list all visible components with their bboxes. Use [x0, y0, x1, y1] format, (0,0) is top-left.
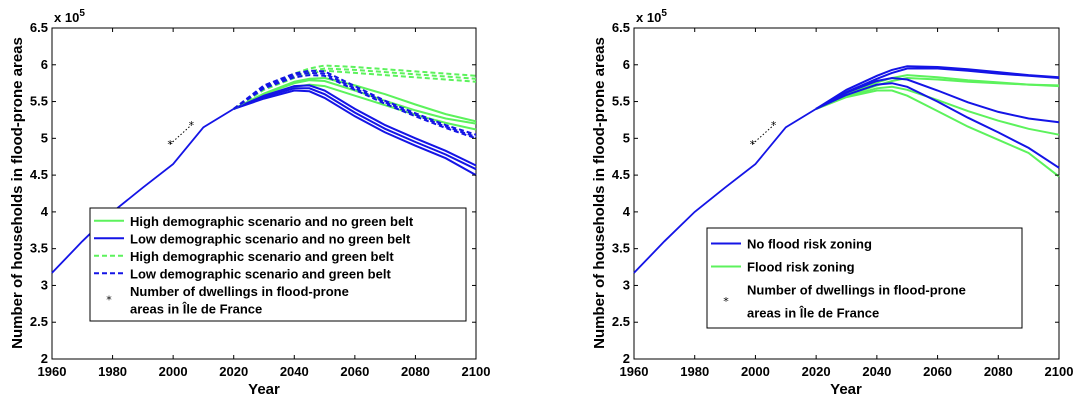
y-tick-label: 4	[41, 204, 49, 219]
legend-marker-star: *	[106, 294, 112, 307]
observed-point: *	[167, 138, 173, 151]
series-line-8	[815, 82, 1060, 169]
series-line-9	[233, 67, 477, 110]
x-tick-label: 2020	[802, 364, 831, 379]
chart-right: ** 1960 1980 2000 2020 2040 2060 2080 210022.53…	[591, 8, 1073, 398]
y-tick-label: 5	[41, 130, 48, 145]
x-tick-label: 1980	[98, 364, 127, 379]
legend-marker-star: *	[723, 295, 729, 308]
legend-label-3: Number of dwellings in flood-prone	[747, 283, 966, 298]
observed-point: *	[750, 138, 756, 151]
x-tick-label: 1960	[620, 364, 649, 379]
series-line-7	[233, 64, 477, 110]
series-group-left: **	[51, 64, 477, 274]
y-tick-label: 6	[41, 57, 48, 72]
legend-left: High demographic scenario and no green b…	[89, 207, 467, 322]
legend-label-1: High demographic scenario and no green b…	[130, 214, 414, 229]
y-multiplier-exp-right: 5	[661, 8, 667, 19]
legend-label-2: Flood risk zoning	[747, 260, 855, 275]
x-tick-label: 2000	[741, 364, 770, 379]
x-tick-label: 2060	[340, 364, 369, 379]
y-multiplier-exp-left: 5	[79, 8, 85, 19]
series-line-4	[815, 89, 1060, 178]
series-line-4	[233, 84, 477, 167]
chart-left: ** 1960 1980 2000 2020 2040 2060 2080 210022.53…	[9, 8, 490, 398]
legend-label-4: Low demographic scenario and green belt	[130, 266, 391, 281]
observed-trend-line	[169, 124, 192, 145]
y-multiplier-right: x 105	[636, 8, 667, 25]
ticks-left: 1960 1980 2000 2020 2040 2060 2080 2100 2 2.5 3 3.5…	[30, 20, 491, 379]
series-line-11	[233, 74, 477, 140]
x-tick-label: 2040	[862, 364, 891, 379]
legend-label-2: Low demographic scenario and no green be…	[130, 231, 411, 246]
x-tick-label: 1960	[38, 364, 67, 379]
x-tick-label: 2080	[984, 364, 1013, 379]
observed-point: *	[771, 119, 777, 132]
x-axis-label-left: Year	[248, 381, 280, 398]
y-axis-label-left: Number of households in flood-prone area…	[9, 37, 26, 349]
y-multiplier-base-right: x 10	[636, 10, 661, 25]
y-multiplier-base-left: x 10	[54, 10, 79, 25]
observed-point: *	[189, 119, 195, 132]
x-axis-label-right: Year	[830, 381, 862, 398]
y-tick-label: 2.5	[612, 314, 630, 329]
series-line-5	[815, 65, 1060, 110]
x-tick-label: 1980	[680, 364, 709, 379]
y-tick-label: 3	[623, 277, 630, 292]
series-line-5	[233, 87, 477, 171]
observed-trend-line	[752, 124, 774, 145]
y-tick-label: 4	[623, 204, 631, 219]
y-tick-label: 2	[623, 351, 630, 366]
legend-label-5: Number of dwellings in flood-prone	[130, 284, 349, 299]
legend-box	[706, 227, 1023, 329]
series-line-6	[815, 67, 1060, 110]
y-tick-label: 6	[623, 57, 630, 72]
legend-label-5: areas in Île de France	[130, 301, 262, 316]
x-tick-label: 2100	[1045, 364, 1074, 379]
x-tick-label: 2040	[280, 364, 309, 379]
y-tick-label: 5.5	[612, 94, 630, 109]
y-tick-label: 5.5	[30, 94, 48, 109]
y-tick-label: 3	[41, 277, 48, 292]
y-tick-label: 3.5	[30, 241, 48, 256]
series-line-8	[233, 69, 477, 110]
y-tick-label: 6.5	[30, 20, 48, 35]
x-tick-label: 2020	[219, 364, 248, 379]
series-group-right: **	[633, 65, 1060, 274]
legend-label-3: High demographic scenario and green belt	[130, 249, 394, 264]
y-tick-label: 6.5	[612, 20, 630, 35]
legend-label-1: No flood risk zoning	[747, 237, 872, 252]
legend-label-3: areas in Île de France	[747, 306, 879, 321]
x-tick-label: 2000	[159, 364, 188, 379]
y-axis-label-right: Number of households in flood-prone area…	[591, 37, 608, 349]
y-tick-label: 2	[41, 351, 48, 366]
y-tick-label: 4.5	[612, 167, 630, 182]
series-line-7	[815, 76, 1060, 124]
ticks-right: 1960 1980 2000 2020 2040 2060 2080 2100 2 2.5 3 3.5…	[612, 20, 1074, 379]
x-tick-label: 2100	[462, 364, 491, 379]
y-tick-label: 2.5	[30, 314, 48, 329]
y-tick-label: 4.5	[30, 167, 48, 182]
x-tick-label: 2080	[401, 364, 430, 379]
legend-right: No flood risk zoning Flood risk zoning * Nu…	[706, 227, 1023, 329]
y-multiplier-left: x 105	[54, 8, 85, 25]
y-tick-label: 5	[623, 130, 630, 145]
series-line-10	[233, 69, 477, 136]
y-tick-label: 3.5	[612, 241, 630, 256]
legend-box	[89, 207, 467, 322]
history-line	[633, 108, 817, 274]
series-line-12	[233, 71, 477, 138]
series-line-6	[233, 89, 477, 176]
x-tick-label: 2060	[923, 364, 952, 379]
history-line	[51, 108, 235, 274]
series-line-1	[233, 79, 477, 125]
